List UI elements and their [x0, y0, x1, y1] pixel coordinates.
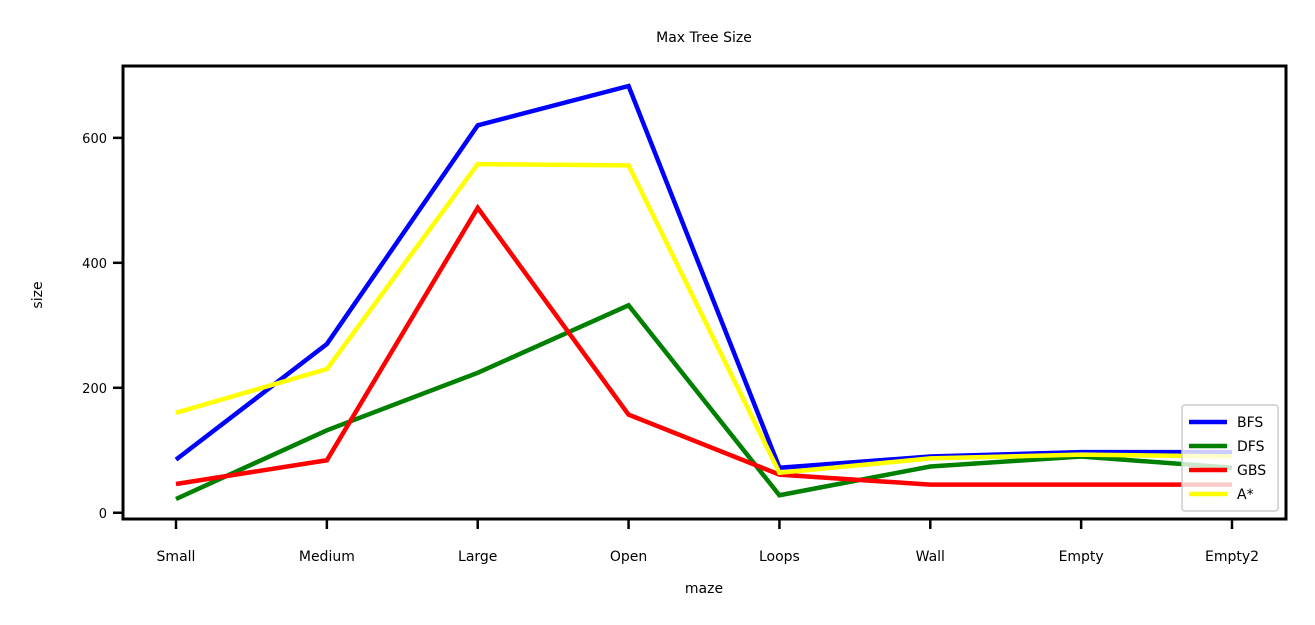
legend-label: A*	[1237, 487, 1254, 503]
x-tick-label: Loops	[759, 549, 800, 565]
x-tick-label: Open	[610, 549, 647, 565]
y-axis: 0 200 400 600	[82, 132, 123, 522]
legend-label: GBS	[1237, 463, 1266, 479]
series-line-gbs	[175, 203, 1232, 487]
legend-label: BFS	[1237, 415, 1263, 431]
y-tick-label: 600	[82, 132, 107, 147]
x-tick-label: Medium	[299, 549, 355, 565]
x-tick-label: Large	[458, 549, 497, 565]
series-line-astar	[175, 161, 1233, 476]
chart-title: Max Tree Size	[656, 30, 752, 46]
y-tick-label: 0	[99, 507, 107, 522]
y-tick-label: 400	[82, 257, 107, 272]
legend-label: DFS	[1237, 439, 1265, 455]
plot-lines	[174, 83, 1233, 502]
x-tick-label: Empty2	[1205, 549, 1259, 565]
y-axis-label: size	[30, 281, 46, 308]
x-tick-label: Small	[157, 549, 196, 565]
plot-frame	[121, 64, 1288, 521]
x-tick-label: Wall	[916, 549, 945, 565]
x-axis: Small Medium Large Open Loops Wall Empty Empty2	[157, 519, 1259, 565]
x-axis-label: maze	[685, 581, 723, 597]
x-tick-label: Empty	[1059, 549, 1104, 565]
series-line-bfs	[174, 83, 1232, 471]
y-tick-label: 200	[82, 382, 107, 397]
legend: BFS DFS GBS A*	[1181, 404, 1279, 512]
legend-box	[1181, 404, 1279, 512]
